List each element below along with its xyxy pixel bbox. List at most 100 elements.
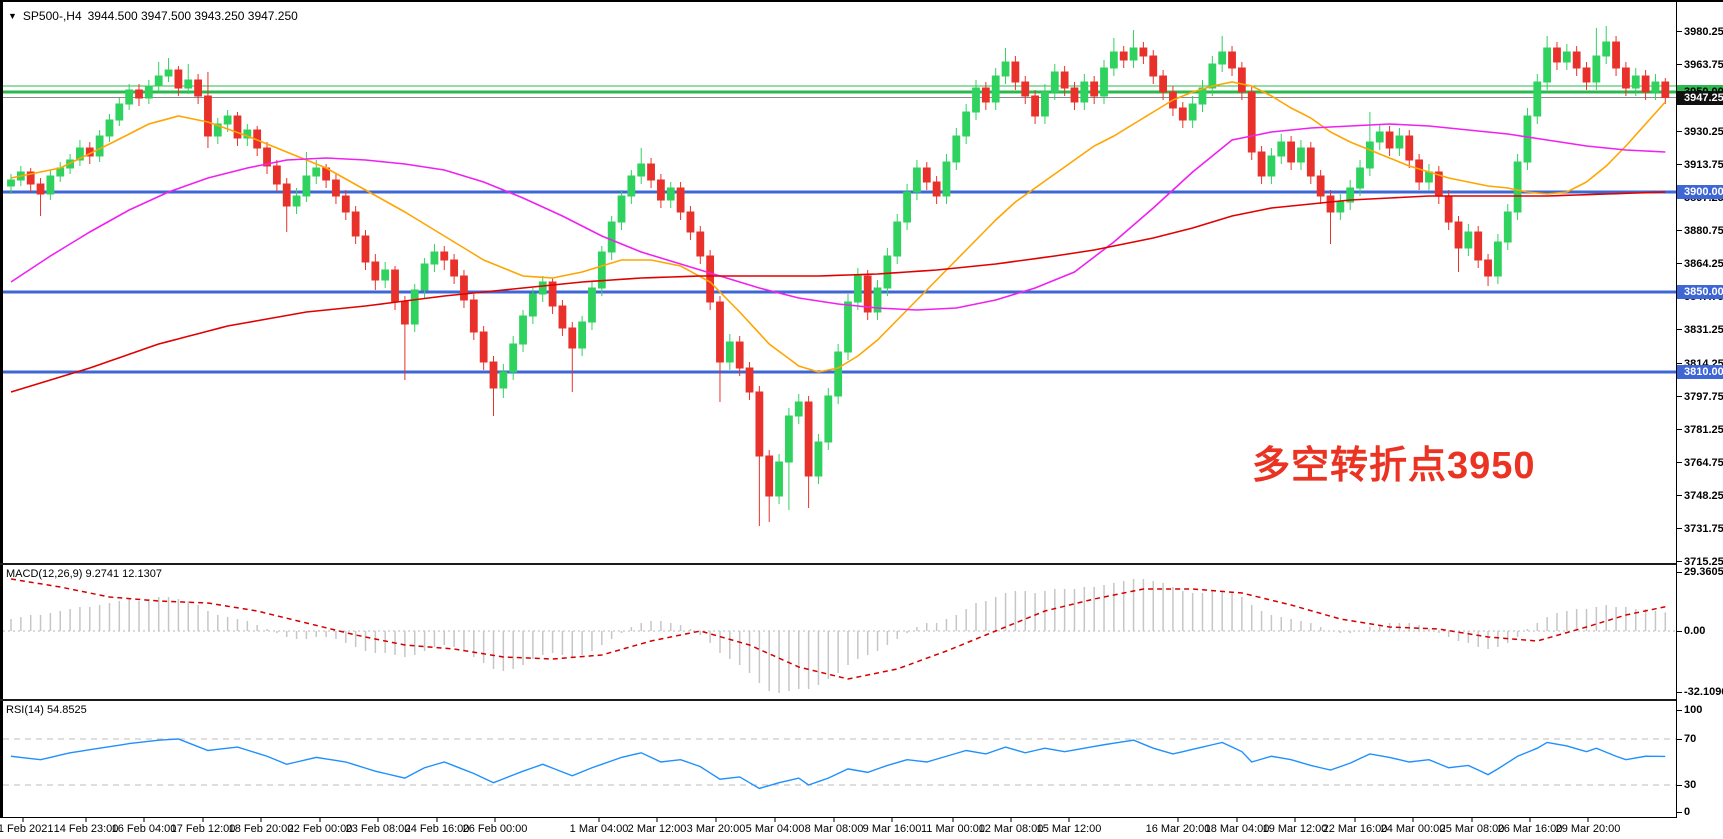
price-tick-mark [1677, 64, 1682, 65]
macd-pane[interactable] [0, 565, 1680, 699]
candle-body [903, 191, 911, 223]
price-axis[interactable]: 3980.250 3963.750 3947.250 3930.250 3913.750… [1677, 2, 1723, 818]
macd-chart[interactable] [3, 565, 1680, 699]
candle-body [1513, 161, 1522, 213]
time-tick-label: 24 Feb 16:00 [404, 823, 470, 835]
candle-body [913, 167, 921, 193]
price-tick-mark [1677, 363, 1682, 364]
macd-tick-label: 29.3605 [1684, 566, 1723, 579]
candle-body [1100, 67, 1108, 97]
macd-label: MACD(12,26,9) 9.2741 12.1307 [6, 568, 162, 580]
candle-body [834, 351, 843, 397]
candle-body [1188, 103, 1197, 121]
candle-body [1267, 155, 1276, 177]
candle-body [489, 361, 498, 389]
main-chart-pane[interactable] [0, 2, 1680, 563]
candle-body [637, 163, 646, 177]
candle-body [1641, 75, 1650, 93]
candle-body [420, 263, 429, 291]
time-tick-label: 22 Mar 16:00 [1322, 823, 1388, 835]
candle-body [1208, 63, 1217, 89]
candle-body [755, 391, 764, 457]
price-tick-label: 3781.250 [1684, 423, 1723, 436]
price-tick-mark [1677, 709, 1682, 711]
candle-body [1356, 167, 1364, 189]
candle-body [312, 167, 321, 177]
time-tick-mark [260, 818, 262, 822]
price-tick-mark [1677, 31, 1682, 32]
candlestick-chart[interactable] [3, 2, 1680, 563]
candle-body [1484, 259, 1492, 277]
candle-body [1159, 75, 1167, 93]
candle-body [617, 195, 626, 223]
candle-body [1346, 187, 1355, 203]
time-tick-label: 19 Mar 12:00 [1262, 823, 1328, 835]
candle-body [1237, 67, 1246, 93]
price-tick-label: 3864.250 [1684, 257, 1723, 270]
candle-body [1011, 61, 1020, 83]
candle-body [1415, 159, 1424, 183]
pane-separator-rsi[interactable] [0, 699, 1723, 701]
candle-body [962, 111, 971, 137]
candle-body [223, 115, 232, 125]
time-tick-label: 2 Mar 12:00 [627, 823, 687, 835]
symbol-quote-row: ▼ SP500-,H4 3944.500 3947.500 3943.250 3… [8, 9, 298, 23]
candle-body [883, 255, 892, 289]
candle-body [716, 301, 724, 363]
macd-tick-label: -32.1096 [1684, 686, 1723, 698]
candle-body [666, 187, 675, 201]
candle-body [450, 259, 459, 277]
time-tick-mark [1412, 818, 1414, 822]
time-tick-label: 18 Mar 04:00 [1204, 823, 1270, 835]
candle-body [1119, 51, 1128, 61]
time-tick-label: 15 Mar 12:00 [1036, 823, 1102, 835]
price-tick-label: 3913.750 [1684, 158, 1723, 171]
candle-body [745, 367, 754, 393]
candle-body [1582, 67, 1591, 83]
rsi-tick-label: 70 [1684, 733, 1697, 745]
candle-body [351, 211, 360, 237]
time-tick-label: 16 Feb 04:00 [111, 823, 177, 835]
candle-body [528, 293, 537, 317]
time-tick-mark [891, 818, 893, 822]
time-tick-label: 11 Feb 2021 [0, 823, 54, 835]
candle-body [263, 147, 271, 167]
candle-body [1533, 81, 1542, 117]
candle-body [1631, 75, 1640, 89]
price-tick-mark [1677, 396, 1682, 397]
time-tick-mark [774, 818, 776, 822]
candle-body [1021, 81, 1030, 97]
rsi-chart[interactable] [3, 701, 1680, 817]
candle-body [1109, 51, 1118, 69]
rsi-pane[interactable] [0, 701, 1680, 817]
time-tick-label: 16 Mar 20:00 [1145, 823, 1211, 835]
time-tick-label: 26 Feb 00:00 [462, 823, 528, 835]
candle-body [588, 287, 596, 323]
candle-body [1464, 231, 1473, 249]
price-tick-mark [1677, 561, 1682, 562]
candle-body [972, 87, 980, 113]
candle-body [696, 231, 705, 257]
time-tick-mark [1010, 818, 1012, 822]
candle-body [686, 211, 695, 233]
time-tick-mark [85, 818, 87, 822]
price-tick-label: 3748.250 [1684, 489, 1723, 502]
candle-body [1001, 61, 1010, 77]
symbol-dropdown-icon[interactable]: ▼ [8, 10, 17, 21]
candle-body [184, 79, 193, 89]
time-tick-mark [715, 818, 717, 822]
candle-body [1651, 81, 1660, 93]
price-badge-blue: 3900.000 [1677, 185, 1723, 199]
time-tick-mark [952, 818, 954, 822]
rsi-tick-label: 0 [1684, 806, 1691, 818]
price-tick-mark [1677, 571, 1682, 573]
time-tick-mark [143, 818, 145, 822]
price-badge-blue: 3850.000 [1677, 285, 1723, 299]
time-axis-border [0, 817, 1723, 818]
price-tick-mark [1677, 329, 1682, 330]
pane-separator-macd[interactable] [0, 563, 1723, 565]
candle-body [676, 187, 685, 213]
candle-body [194, 79, 202, 97]
candle-body [1503, 211, 1512, 243]
